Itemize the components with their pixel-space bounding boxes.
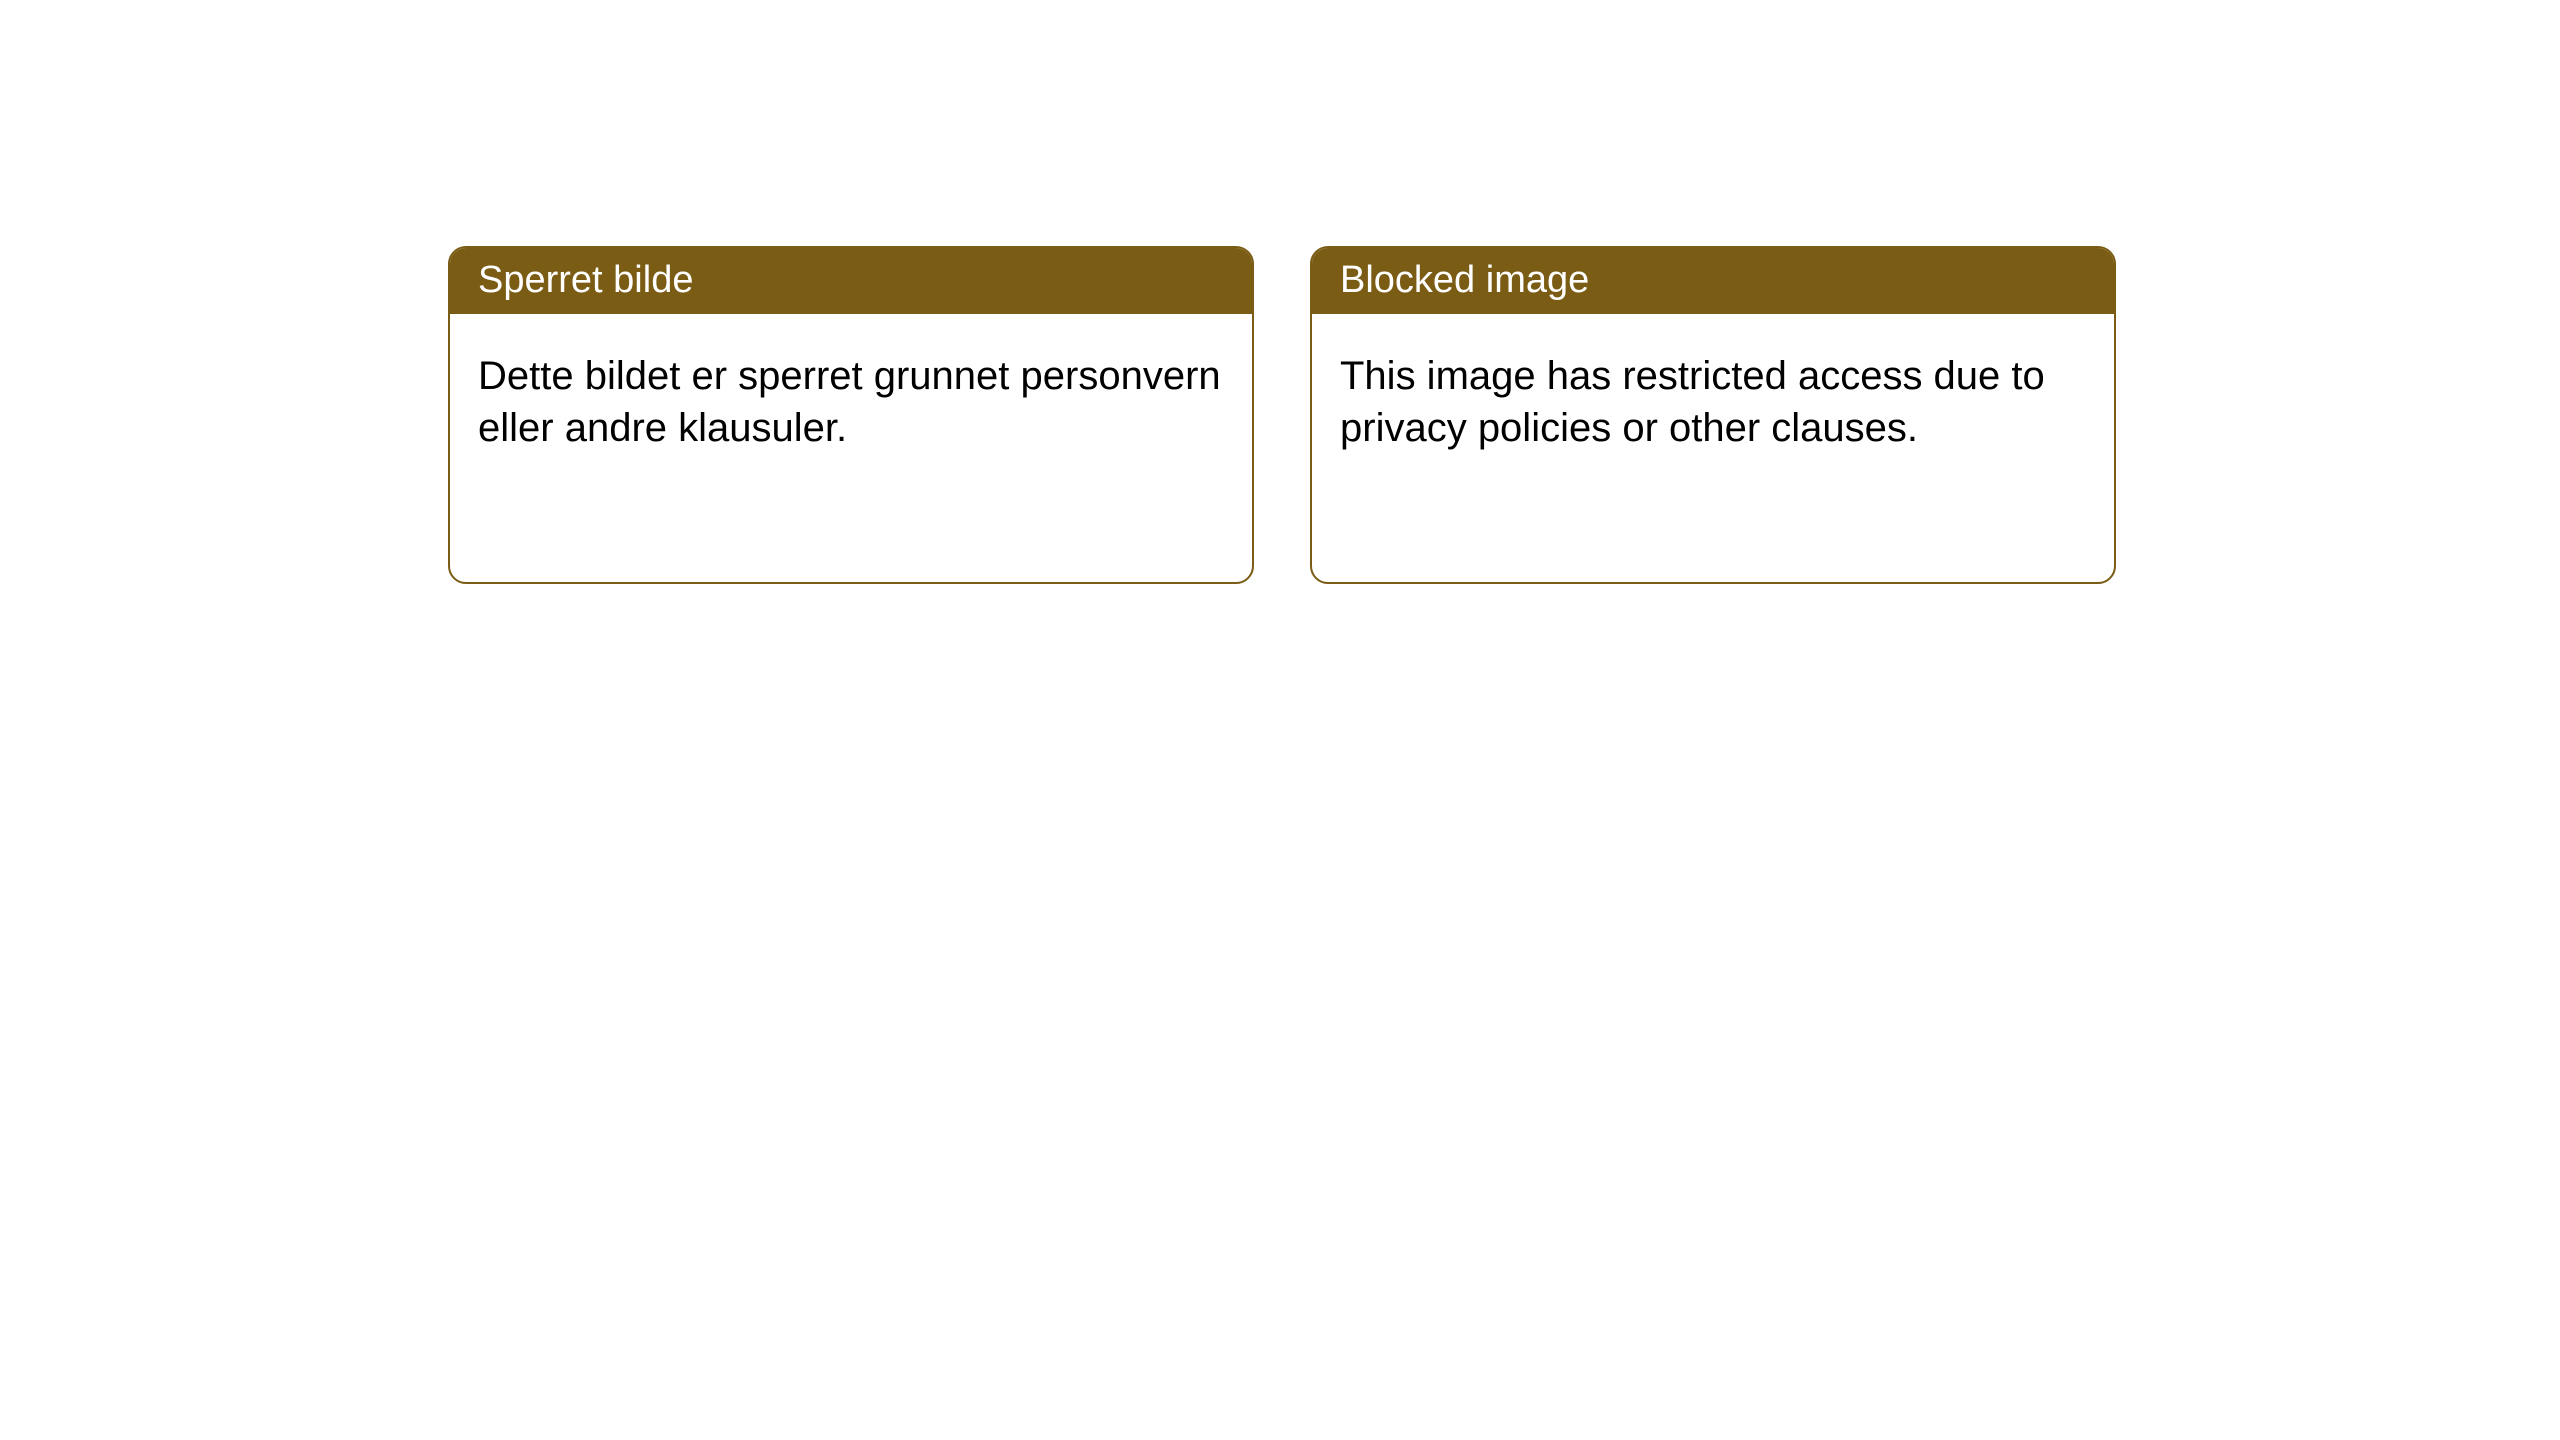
card-body-en: This image has restricted access due to …	[1312, 314, 2114, 490]
card-body-no: Dette bildet er sperret grunnet personve…	[450, 314, 1252, 490]
blocked-image-card-no: Sperret bilde Dette bildet er sperret gr…	[448, 246, 1254, 584]
cards-container: Sperret bilde Dette bildet er sperret gr…	[448, 246, 2560, 584]
card-header-en: Blocked image	[1312, 248, 2114, 314]
card-header-no: Sperret bilde	[450, 248, 1252, 314]
blocked-image-card-en: Blocked image This image has restricted …	[1310, 246, 2116, 584]
